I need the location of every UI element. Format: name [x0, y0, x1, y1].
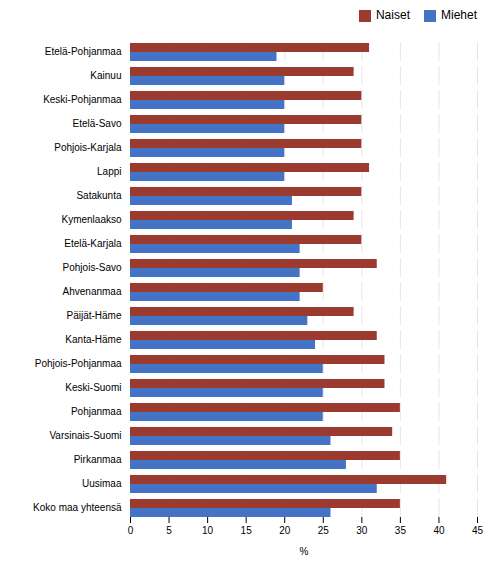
- svg-text:Kymenlaakso: Kymenlaakso: [61, 214, 121, 225]
- svg-text:15: 15: [241, 525, 253, 536]
- svg-text:Etelä-Pohjanmaa: Etelä-Pohjanmaa: [45, 46, 122, 57]
- svg-text:Pohjois-Pohjanmaa: Pohjois-Pohjanmaa: [35, 358, 122, 369]
- svg-text:30: 30: [356, 525, 368, 536]
- svg-text:Kanta-Häme: Kanta-Häme: [65, 334, 122, 345]
- svg-text:Lappi: Lappi: [97, 166, 121, 177]
- html-text:Naiset: Naiset: [376, 8, 410, 22]
- svg-text:Kainuu: Kainuu: [90, 70, 121, 81]
- svg-text:40: 40: [433, 525, 445, 536]
- svg-text:Ahvenanmaa: Ahvenanmaa: [63, 286, 122, 297]
- svg-text:Pohjois-Savo: Pohjois-Savo: [63, 262, 122, 273]
- html-text:Miehet: Miehet: [441, 8, 477, 22]
- svg-text:Uusimaa: Uusimaa: [82, 478, 122, 489]
- svg-text:Koko maa yhteensä: Koko maa yhteensä: [33, 502, 122, 513]
- svg-text:Keski-Suomi: Keski-Suomi: [65, 382, 121, 393]
- svg-text:Pohjois-Karjala: Pohjois-Karjala: [54, 142, 122, 153]
- svg-text:Pohjanmaa: Pohjanmaa: [71, 406, 122, 417]
- svg-text:25: 25: [318, 525, 330, 536]
- svg-text:Satakunta: Satakunta: [76, 190, 121, 201]
- svg-text:0: 0: [128, 525, 134, 536]
- svg-text:20: 20: [279, 525, 291, 536]
- svg-text:Keski-Pohjanmaa: Keski-Pohjanmaa: [43, 94, 122, 105]
- svg-text:Varsinais-Suomi: Varsinais-Suomi: [49, 430, 121, 441]
- svg-text:Etelä-Savo: Etelä-Savo: [73, 118, 122, 129]
- svg-text:5: 5: [166, 525, 172, 536]
- svg-text:10: 10: [202, 525, 214, 536]
- svg-text:Etelä-Karjala: Etelä-Karjala: [64, 238, 122, 249]
- svg-text:%: %: [300, 546, 309, 557]
- svg-text:45: 45: [472, 525, 484, 536]
- svg-text:Päijät-Häme: Päijät-Häme: [66, 310, 121, 321]
- svg-text:Pirkanmaa: Pirkanmaa: [74, 454, 122, 465]
- svg-text:35: 35: [395, 525, 407, 536]
